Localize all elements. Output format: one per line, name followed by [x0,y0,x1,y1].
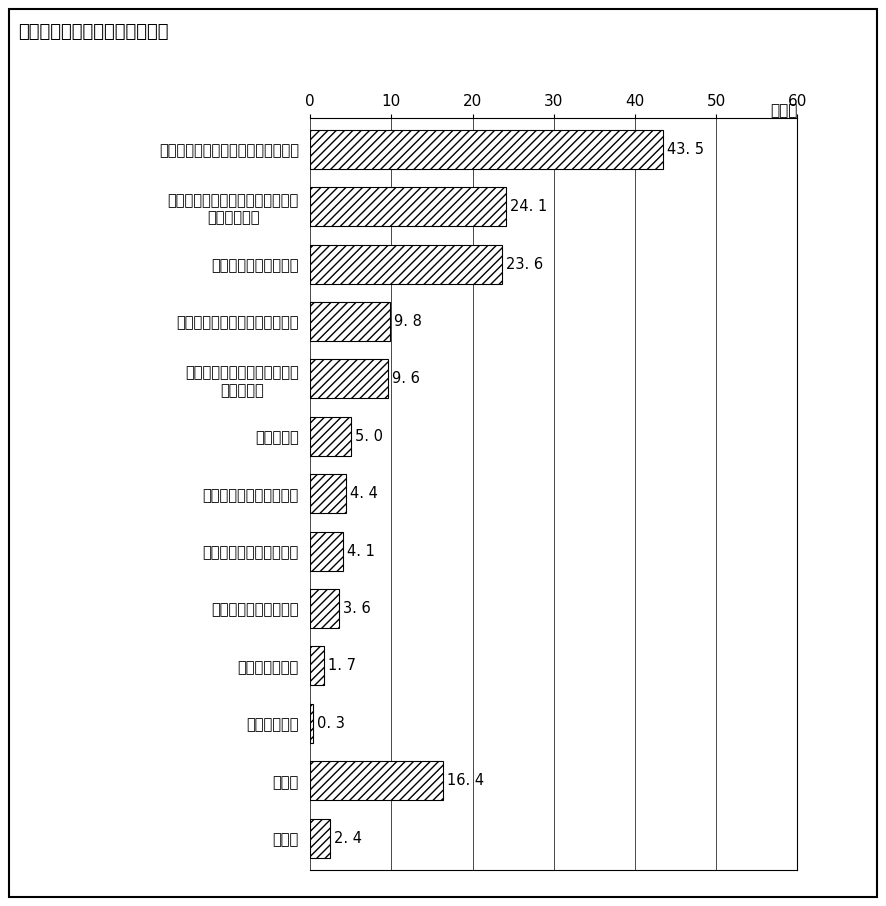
Bar [310,704,313,743]
Text: 23. 6: 23. 6 [506,256,543,272]
Bar [310,360,388,399]
Bar [310,532,344,571]
Text: 16. 4: 16. 4 [447,774,485,788]
Text: 9. 6: 9. 6 [392,371,420,387]
Text: （％）: （％） [770,102,797,118]
Text: 24. 1: 24. 1 [509,199,548,214]
Text: リフォームの動機（複数回答）: リフォームの動機（複数回答） [18,23,168,41]
Bar [310,589,339,628]
Bar [310,188,506,226]
Text: 5. 0: 5. 0 [354,429,383,444]
Bar [310,647,324,686]
Text: 9. 8: 9. 8 [393,314,422,329]
Bar [310,130,664,169]
Text: 4. 4: 4. 4 [350,487,377,501]
Text: 43. 5: 43. 5 [667,142,704,157]
Bar [310,819,330,858]
Text: 0. 3: 0. 3 [316,716,345,731]
Bar [310,245,501,284]
Bar [310,761,443,800]
Text: 1. 7: 1. 7 [328,659,356,673]
Bar [310,302,390,341]
Text: 3. 6: 3. 6 [344,601,371,616]
Text: 2. 4: 2. 4 [334,831,361,845]
Text: 4. 1: 4. 1 [347,544,376,559]
Bar [310,417,351,456]
Bar [310,474,346,514]
